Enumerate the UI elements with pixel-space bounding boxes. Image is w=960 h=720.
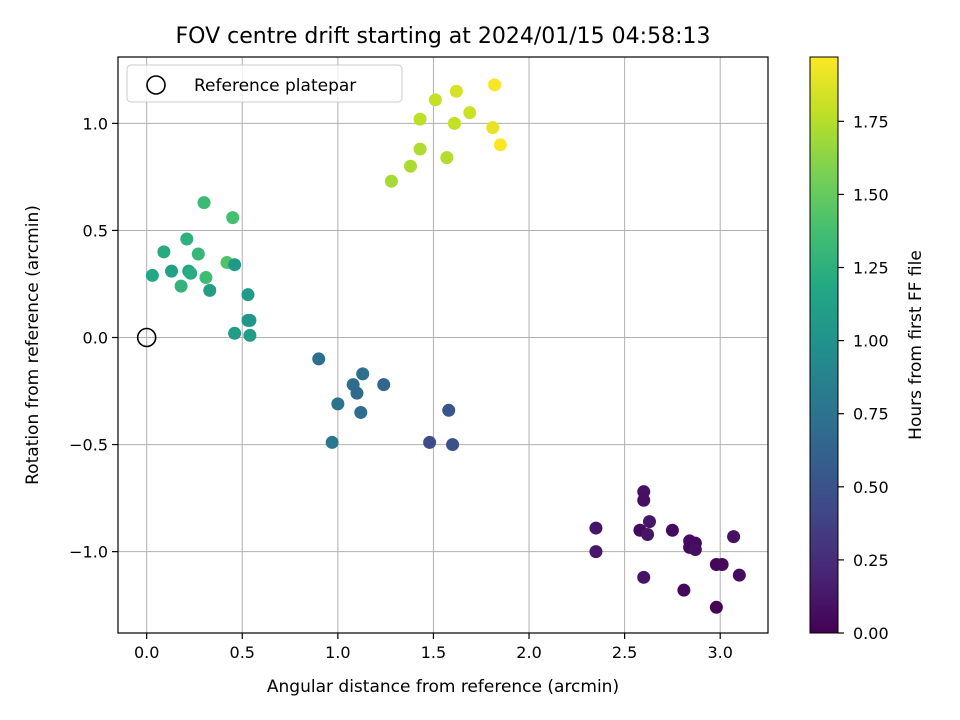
y-tick-label: −1.0 bbox=[69, 543, 108, 562]
colorbar: 0.00 0.25 0.50 0.75 1.00 1.25 1.50 1.75 Hours f… bbox=[809, 56, 926, 643]
data-point bbox=[226, 211, 240, 225]
data-point bbox=[732, 568, 746, 582]
data-point bbox=[688, 542, 702, 556]
data-point bbox=[350, 386, 364, 400]
data-point bbox=[665, 523, 679, 537]
data-point bbox=[228, 258, 242, 272]
data-point bbox=[413, 142, 427, 156]
data-point bbox=[589, 545, 603, 559]
chart-title: FOV centre drift starting at 2024/01/15 … bbox=[176, 24, 711, 49]
colorbar-tick-label: 0.25 bbox=[853, 551, 889, 570]
data-point bbox=[199, 271, 213, 285]
y-tick-label: 1.0 bbox=[83, 114, 108, 133]
data-point bbox=[325, 435, 339, 449]
x-tick-label: 1.0 bbox=[325, 643, 350, 662]
data-point bbox=[243, 313, 257, 327]
data-point bbox=[488, 78, 502, 92]
data-point bbox=[440, 151, 454, 165]
colorbar-tick-label: 1.75 bbox=[853, 112, 889, 131]
data-point bbox=[404, 159, 417, 173]
data-point bbox=[157, 245, 171, 259]
data-point bbox=[384, 174, 398, 188]
data-point bbox=[354, 405, 368, 419]
x-tick-label: 2.5 bbox=[612, 643, 637, 662]
reference-platepar-marker bbox=[136, 327, 157, 348]
data-point bbox=[203, 283, 217, 297]
y-axis-label: Rotation from reference (arcmin) bbox=[23, 205, 43, 485]
legend-box bbox=[126, 64, 403, 103]
colorbar-tick-label: 0.75 bbox=[853, 405, 889, 424]
data-points bbox=[145, 78, 746, 614]
data-point bbox=[446, 438, 460, 452]
colorbar-tick-label: 1.00 bbox=[853, 332, 889, 351]
x-axis-label: Angular distance from reference (arcmin) bbox=[267, 677, 619, 697]
data-point bbox=[228, 326, 242, 340]
legend-marker-icon bbox=[146, 75, 166, 95]
data-point bbox=[145, 268, 159, 282]
data-point bbox=[677, 583, 691, 597]
data-point bbox=[165, 264, 179, 278]
colorbar-ticks: 0.00 0.25 0.50 0.75 1.00 1.25 1.50 1.75 bbox=[838, 112, 889, 643]
data-point bbox=[486, 121, 500, 135]
x-tick-label: 0.5 bbox=[230, 643, 255, 662]
data-point bbox=[727, 530, 741, 544]
data-point bbox=[449, 84, 463, 98]
legend-label: Reference platepar bbox=[194, 76, 356, 96]
colorbar-tick-label: 1.25 bbox=[853, 259, 889, 278]
data-point bbox=[377, 378, 391, 392]
data-point bbox=[413, 112, 427, 126]
colorbar-gradient bbox=[809, 56, 839, 634]
data-point bbox=[180, 232, 194, 246]
data-point bbox=[428, 93, 442, 107]
data-point bbox=[312, 352, 326, 366]
x-tick-label: 3.0 bbox=[707, 643, 732, 662]
data-point bbox=[331, 397, 345, 411]
x-tick-label: 0.0 bbox=[134, 643, 159, 662]
data-point bbox=[197, 196, 211, 210]
colorbar-tick-label: 1.50 bbox=[853, 185, 889, 204]
data-point bbox=[447, 116, 461, 130]
x-tick-label: 2.0 bbox=[516, 643, 541, 662]
plot-frame bbox=[117, 56, 769, 634]
x-tick-label: 1.5 bbox=[421, 643, 446, 662]
legend: Reference platepar bbox=[126, 64, 403, 103]
x-axis-ticks: 0.0 0.5 1.0 1.5 2.0 2.5 3.0 bbox=[134, 633, 733, 662]
data-point bbox=[191, 247, 205, 261]
data-point bbox=[184, 266, 198, 280]
colorbar-label: Hours from first FF file bbox=[906, 250, 926, 440]
y-tick-label: 0.0 bbox=[83, 329, 108, 348]
data-point bbox=[174, 279, 188, 293]
data-point bbox=[637, 570, 651, 584]
data-point bbox=[589, 521, 603, 535]
y-axis-ticks: 1.0 0.5 0.0 −0.5 −1.0 bbox=[69, 114, 118, 562]
data-point bbox=[709, 600, 723, 614]
data-point bbox=[637, 493, 651, 507]
data-point bbox=[241, 288, 255, 302]
data-point bbox=[715, 557, 729, 571]
data-point bbox=[641, 528, 655, 542]
data-point bbox=[642, 515, 656, 529]
y-tick-label: −0.5 bbox=[69, 436, 108, 455]
data-point bbox=[463, 106, 477, 120]
colorbar-tick-label: 0.00 bbox=[853, 624, 889, 643]
data-point bbox=[442, 403, 456, 417]
y-tick-label: 0.5 bbox=[83, 221, 108, 240]
colorbar-tick-label: 0.50 bbox=[853, 478, 889, 497]
data-point bbox=[493, 138, 507, 152]
grid-lines bbox=[118, 57, 768, 633]
data-point bbox=[243, 328, 257, 342]
data-point bbox=[356, 367, 370, 381]
data-point bbox=[423, 435, 437, 449]
